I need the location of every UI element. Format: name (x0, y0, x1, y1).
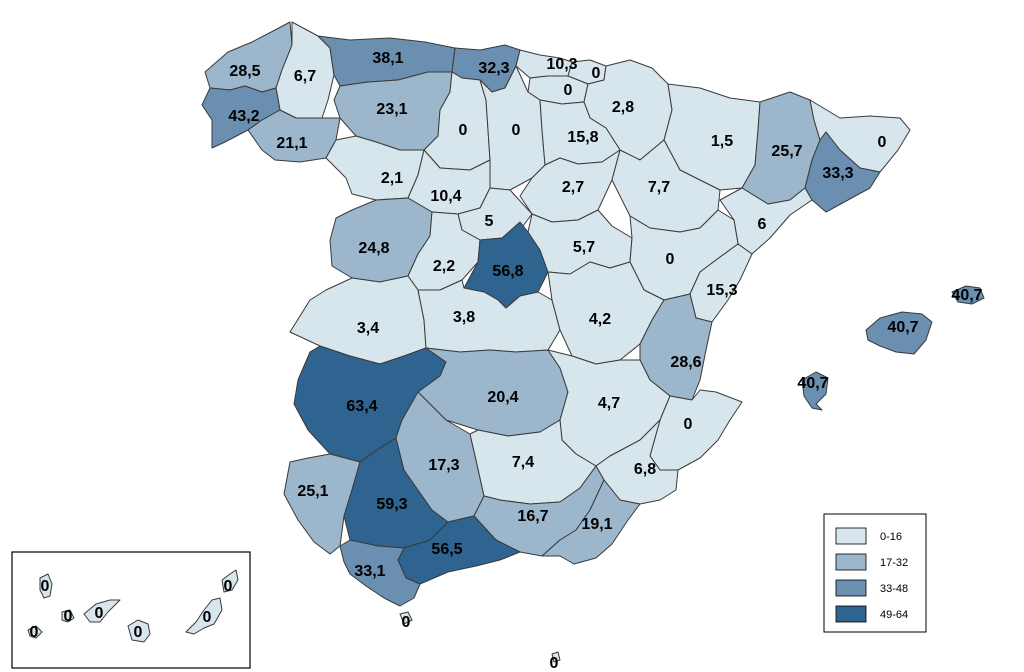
region-barcelona[interactable] (804, 131, 881, 213)
label-fuerteventura: 0 (203, 609, 212, 626)
legend-swatch-2 (835, 553, 867, 571)
region-tenerife[interactable] (83, 599, 121, 623)
label-barcelona: 33,3 (822, 165, 853, 182)
region-ibiza[interactable] (801, 371, 829, 411)
legend-swatch-4 (835, 605, 867, 623)
label-valladolid: 10,4 (430, 188, 461, 205)
legend-label-3: 33-48 (880, 583, 908, 595)
label-lugo: 6,7 (294, 68, 316, 85)
label-teruel: 0 (666, 251, 675, 268)
region-tarragona[interactable] (719, 187, 813, 255)
label-alicante: 0 (684, 416, 693, 433)
label-navarra: 2,8 (612, 99, 634, 116)
label-malaga: 56,5 (431, 541, 462, 558)
label-pontevedra: 43,2 (228, 108, 259, 125)
label-badajoz: 63,4 (346, 398, 377, 415)
label-tarragona: 6 (758, 216, 767, 233)
label-guadalajara: 5,7 (573, 239, 595, 256)
label-lanzarote: 0 (224, 578, 233, 595)
label-la-gomera: 0 (64, 608, 73, 625)
region-melilla[interactable] (551, 651, 561, 663)
label-zaragoza: 7,7 (648, 179, 670, 196)
label-guipuzcoa: 0 (592, 65, 601, 82)
label-ceuta: 0 (402, 614, 411, 631)
provinces-layer (201, 21, 985, 663)
label-gran-canaria: 0 (134, 624, 143, 641)
label-avila: 2,2 (433, 258, 455, 275)
label-alava: 0 (564, 82, 573, 99)
legend-label-2: 17-32 (880, 557, 908, 569)
canary-islands-inset (11, 551, 251, 669)
value-labels: 28,5 6,7 38,1 32,3 10,3 0 0 2,8 43,2 21,… (30, 50, 983, 672)
label-mallorca: 40,7 (887, 319, 918, 336)
label-salamanca: 24,8 (358, 240, 389, 257)
legend: 0-16 17-32 33-48 49-64 (823, 513, 927, 633)
label-toledo: 3,8 (453, 309, 475, 326)
label-asturias: 38,1 (372, 50, 403, 67)
legend-label-4: 49-64 (880, 609, 908, 621)
label-zamora: 2,1 (381, 170, 403, 187)
label-melilla: 0 (550, 655, 559, 672)
label-sevilla: 59,3 (376, 496, 407, 513)
region-lanzarote[interactable] (221, 569, 239, 593)
label-huesca: 1,5 (711, 133, 733, 150)
region-menorca[interactable] (951, 285, 985, 305)
legend-swatch-3 (835, 579, 867, 597)
region-ceuta[interactable] (399, 611, 413, 625)
label-murcia: 6,8 (634, 461, 656, 478)
label-tenerife: 0 (95, 605, 104, 622)
label-menorca: 40,7 (951, 287, 982, 304)
label-jaen: 7,4 (512, 454, 534, 471)
label-albacete: 4,7 (598, 395, 620, 412)
region-el-hierro[interactable] (27, 625, 43, 639)
label-ourense: 21,1 (276, 135, 307, 152)
label-huelva: 25,1 (297, 483, 328, 500)
label-cantabria: 32,3 (478, 60, 509, 77)
region-gran-canaria[interactable] (127, 619, 151, 643)
region-la-palma[interactable] (39, 573, 53, 599)
legend-label-1: 0-16 (880, 531, 902, 543)
label-la-palma: 0 (41, 578, 50, 595)
label-palencia: 0 (459, 122, 468, 139)
label-leon: 23,1 (376, 101, 407, 118)
label-lleida: 25,7 (771, 143, 802, 160)
legend-swatch-1 (835, 527, 867, 545)
label-castellon: 15,3 (706, 282, 737, 299)
label-madrid: 56,8 (492, 263, 523, 280)
label-granada: 16,7 (517, 508, 548, 525)
label-ciudad-real: 20,4 (487, 389, 518, 406)
region-la-gomera[interactable] (61, 609, 75, 623)
region-fuerteventura[interactable] (185, 597, 223, 635)
label-almeria: 19,1 (581, 516, 612, 533)
label-burgos: 0 (512, 122, 521, 139)
region-cadiz[interactable] (339, 539, 421, 607)
label-el-hierro: 0 (30, 624, 39, 641)
region-mallorca[interactable] (865, 311, 933, 355)
label-ibiza: 40,7 (797, 375, 828, 392)
label-vizcaya: 10,3 (546, 56, 577, 73)
label-a-coruna: 28,5 (229, 63, 260, 80)
label-soria: 2,7 (562, 179, 584, 196)
label-girona: 0 (878, 134, 887, 151)
label-cadiz: 33,1 (354, 563, 385, 580)
label-caceres: 3,4 (357, 320, 379, 337)
region-almeria[interactable] (541, 479, 641, 565)
label-cordoba: 17,3 (428, 457, 459, 474)
region-huelva[interactable] (283, 453, 361, 555)
label-valencia: 28,6 (670, 354, 701, 371)
label-cuenca: 4,2 (589, 311, 611, 328)
label-la-rioja: 15,8 (567, 129, 598, 146)
label-segovia: 5 (485, 213, 494, 230)
